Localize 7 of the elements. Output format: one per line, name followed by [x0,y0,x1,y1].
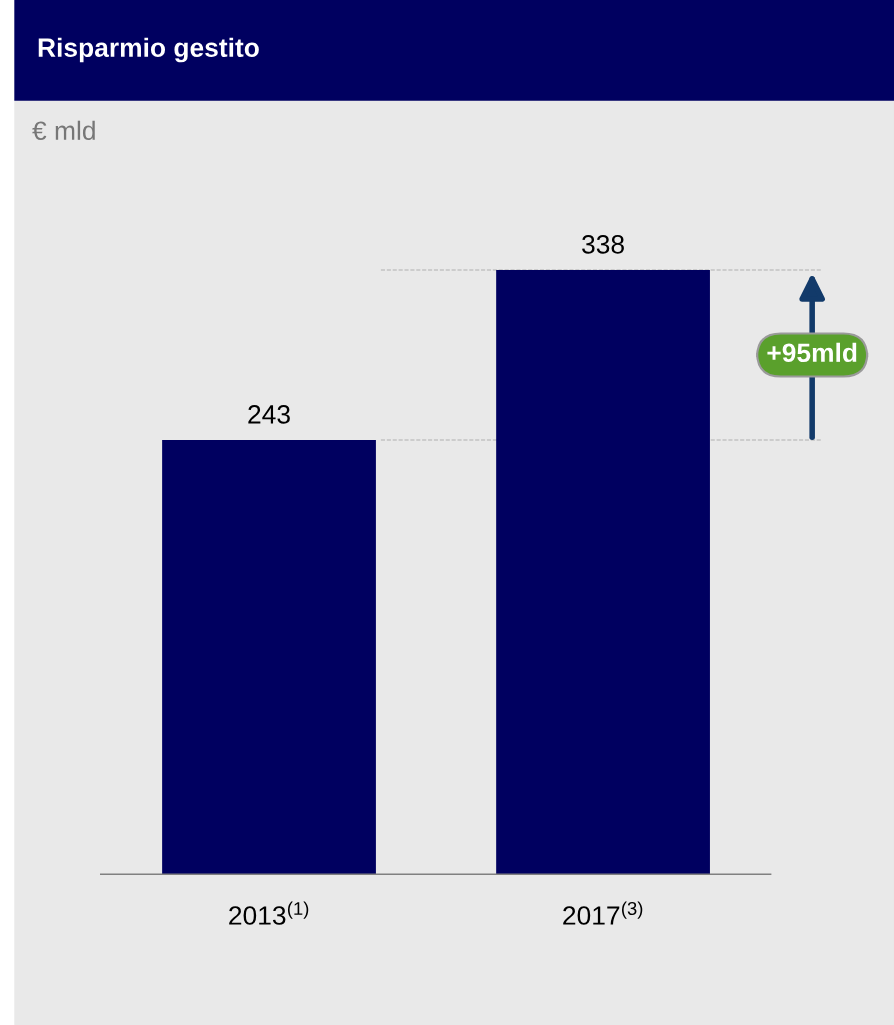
chart-title: Risparmio gestito [38,37,259,63]
chart-subtitle: € mld [32,120,95,141]
annotation: +95mld [767,342,857,363]
data-label: 338 [582,234,624,254]
x-tick-label: 2017$^{(3)}$ [563,901,643,925]
x-tick-label: 2013$^{(1)}$ [229,901,309,925]
data-label: 243 [248,405,290,424]
